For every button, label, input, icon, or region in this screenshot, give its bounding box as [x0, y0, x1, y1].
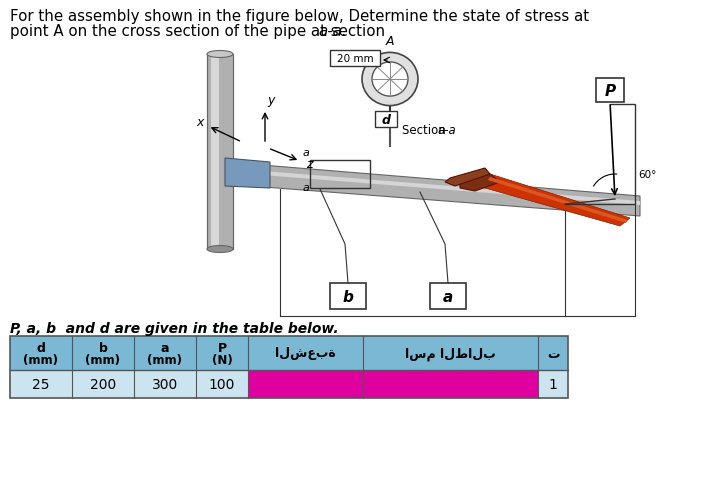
- Bar: [10, 370, 568, 398]
- Ellipse shape: [362, 53, 418, 106]
- Text: a: a: [302, 148, 310, 158]
- Text: b: b: [99, 342, 107, 355]
- Bar: [211, 55, 219, 249]
- Bar: [207, 55, 233, 249]
- Polygon shape: [488, 178, 628, 224]
- Bar: [10, 336, 568, 370]
- Text: z: z: [306, 157, 312, 170]
- Text: a-a: a-a: [438, 123, 456, 136]
- Ellipse shape: [207, 51, 233, 59]
- Text: 60°: 60°: [638, 170, 657, 180]
- Polygon shape: [225, 163, 640, 216]
- Text: 1: 1: [549, 377, 557, 391]
- Text: a: a: [302, 182, 310, 193]
- Text: P, a, b  and d are given in the table below.: P, a, b and d are given in the table bel…: [10, 321, 338, 335]
- Ellipse shape: [207, 246, 233, 253]
- Text: a-a.: a-a.: [318, 24, 346, 39]
- Bar: [330, 51, 380, 67]
- Text: A: A: [386, 35, 395, 48]
- Text: (mm): (mm): [148, 354, 182, 367]
- Bar: [248, 370, 538, 398]
- Bar: [430, 284, 466, 309]
- Text: a: a: [443, 289, 453, 304]
- Text: اسم الطالب: اسم الطالب: [405, 347, 496, 360]
- Text: P: P: [604, 83, 616, 98]
- Text: P: P: [217, 342, 227, 355]
- Text: point A on the cross section of the pipe at section: point A on the cross section of the pipe…: [10, 24, 390, 39]
- Text: (mm): (mm): [86, 354, 120, 367]
- Text: 100: 100: [209, 377, 235, 391]
- Text: Section: Section: [402, 123, 449, 136]
- Text: 300: 300: [152, 377, 178, 391]
- Text: الشعبة: الشعبة: [275, 347, 336, 360]
- Bar: [375, 112, 397, 128]
- Bar: [207, 55, 233, 249]
- Text: (mm): (mm): [24, 354, 58, 367]
- Text: y: y: [267, 94, 274, 107]
- Text: d: d: [382, 113, 390, 126]
- Text: x: x: [197, 116, 204, 129]
- Polygon shape: [225, 159, 270, 189]
- Text: 200: 200: [90, 377, 116, 391]
- Text: a: a: [161, 342, 169, 355]
- Bar: [10, 336, 568, 398]
- Text: ت: ت: [546, 347, 559, 360]
- Bar: [330, 284, 366, 309]
- Text: b: b: [343, 289, 354, 304]
- Text: 25: 25: [32, 377, 50, 391]
- Polygon shape: [478, 175, 630, 227]
- Polygon shape: [445, 168, 490, 187]
- Text: 20 mm: 20 mm: [337, 54, 373, 64]
- Ellipse shape: [372, 63, 408, 97]
- Polygon shape: [460, 175, 500, 192]
- Bar: [596, 79, 624, 103]
- Polygon shape: [225, 168, 640, 206]
- Text: (N): (N): [212, 354, 233, 367]
- Bar: [310, 161, 370, 189]
- Text: d: d: [37, 342, 45, 355]
- Text: For the assembly shown in the figure below, Determine the state of stress at: For the assembly shown in the figure bel…: [10, 9, 589, 24]
